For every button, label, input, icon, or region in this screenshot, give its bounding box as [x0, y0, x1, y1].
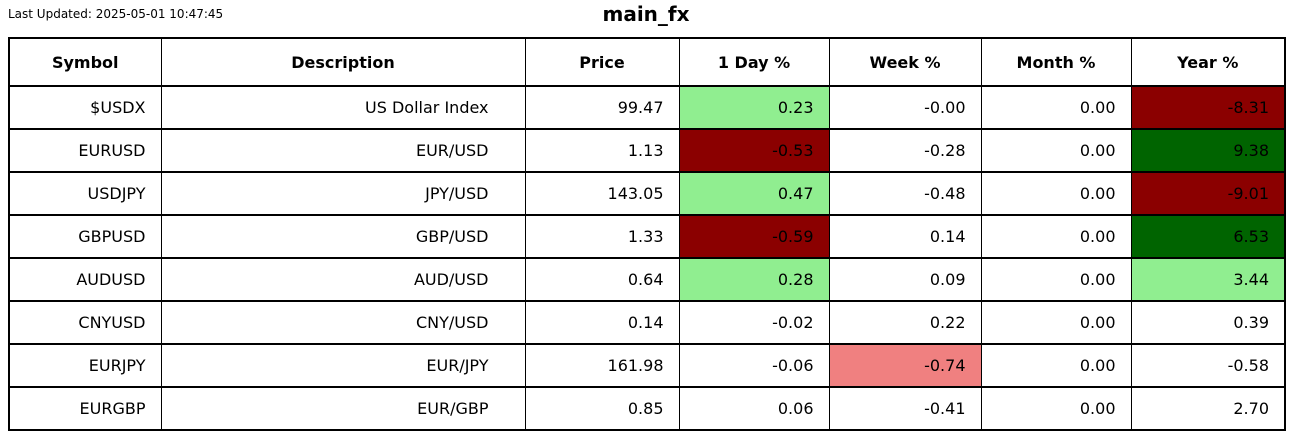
cell-month-pct: 0.00: [980, 300, 1132, 345]
cell-symbol: CNYUSD: [8, 300, 162, 345]
column-header-year: Year %: [1130, 37, 1286, 87]
cell-description: US Dollar Index: [160, 85, 526, 130]
cell-symbol: EURJPY: [8, 343, 162, 388]
cell-month-pct: 0.00: [980, 85, 1132, 130]
cell-description: AUD/USD: [160, 257, 526, 302]
header-row: Symbol Description Price 1 Day % Week % …: [8, 37, 1286, 87]
cell-1day-pct: -0.06: [678, 343, 830, 388]
cell-week-pct: -0.41: [828, 386, 982, 431]
cell-month-pct: 0.00: [980, 257, 1132, 302]
table-row: AUDUSD AUD/USD 0.64 0.28 0.09 0.00 3.44: [8, 257, 1286, 302]
cell-week-pct: -0.28: [828, 128, 982, 173]
cell-symbol: EURUSD: [8, 128, 162, 173]
cell-week-pct: 0.14: [828, 214, 982, 259]
cell-symbol: $USDX: [8, 85, 162, 130]
cell-1day-pct: -0.02: [678, 300, 830, 345]
column-header-price: Price: [524, 37, 680, 87]
cell-price: 1.33: [524, 214, 680, 259]
table-row: USDJPY JPY/USD 143.05 0.47 -0.48 0.00 -9…: [8, 171, 1286, 216]
table-row: $USDX US Dollar Index 99.47 0.23 -0.00 0…: [8, 85, 1286, 130]
page-title: main_fx: [602, 2, 690, 26]
table-row: CNYUSD CNY/USD 0.14 -0.02 0.22 0.00 0.39: [8, 300, 1286, 345]
cell-week-pct: -0.74: [828, 343, 982, 388]
cell-year-pct: 0.39: [1130, 300, 1286, 345]
cell-description: CNY/USD: [160, 300, 526, 345]
cell-year-pct: 9.38: [1130, 128, 1286, 173]
cell-1day-pct: -0.53: [678, 128, 830, 173]
cell-description: EUR/USD: [160, 128, 526, 173]
cell-description: EUR/GBP: [160, 386, 526, 431]
table-row: GBPUSD GBP/USD 1.33 -0.59 0.14 0.00 6.53: [8, 214, 1286, 259]
cell-price: 0.85: [524, 386, 680, 431]
cell-price: 1.13: [524, 128, 680, 173]
cell-price: 143.05: [524, 171, 680, 216]
cell-month-pct: 0.00: [980, 343, 1132, 388]
cell-symbol: EURGBP: [8, 386, 162, 431]
cell-month-pct: 0.00: [980, 128, 1132, 173]
cell-description: JPY/USD: [160, 171, 526, 216]
column-header-week: Week %: [828, 37, 982, 87]
cell-description: GBP/USD: [160, 214, 526, 259]
cell-month-pct: 0.00: [980, 386, 1132, 431]
cell-1day-pct: 0.06: [678, 386, 830, 431]
column-header-month: Month %: [980, 37, 1132, 87]
cell-price: 161.98: [524, 343, 680, 388]
column-header-1day: 1 Day %: [678, 37, 830, 87]
cell-week-pct: 0.22: [828, 300, 982, 345]
cell-price: 0.14: [524, 300, 680, 345]
cell-month-pct: 0.00: [980, 214, 1132, 259]
column-header-symbol: Symbol: [8, 37, 162, 87]
cell-week-pct: -0.48: [828, 171, 982, 216]
table-row: EURUSD EUR/USD 1.13 -0.53 -0.28 0.00 9.3…: [8, 128, 1286, 173]
last-updated-text: Last Updated: 2025-05-01 10:47:45: [8, 7, 224, 21]
cell-price: 99.47: [524, 85, 680, 130]
cell-1day-pct: -0.59: [678, 214, 830, 259]
table-row: EURGBP EUR/GBP 0.85 0.06 -0.41 0.00 2.70: [8, 386, 1286, 431]
cell-symbol: USDJPY: [8, 171, 162, 216]
fx-table: Symbol Description Price 1 Day % Week % …: [8, 37, 1286, 431]
cell-symbol: AUDUSD: [8, 257, 162, 302]
table-row: EURJPY EUR/JPY 161.98 -0.06 -0.74 0.00 -…: [8, 343, 1286, 388]
cell-year-pct: -8.31: [1130, 85, 1286, 130]
cell-description: EUR/JPY: [160, 343, 526, 388]
cell-week-pct: -0.00: [828, 85, 982, 130]
cell-price: 0.64: [524, 257, 680, 302]
cell-year-pct: 6.53: [1130, 214, 1286, 259]
cell-symbol: GBPUSD: [8, 214, 162, 259]
cell-year-pct: -9.01: [1130, 171, 1286, 216]
cell-year-pct: 3.44: [1130, 257, 1286, 302]
column-header-description: Description: [160, 37, 526, 87]
cell-1day-pct: 0.28: [678, 257, 830, 302]
cell-year-pct: 2.70: [1130, 386, 1286, 431]
cell-week-pct: 0.09: [828, 257, 982, 302]
cell-1day-pct: 0.47: [678, 171, 830, 216]
cell-month-pct: 0.00: [980, 171, 1132, 216]
cell-year-pct: -0.58: [1130, 343, 1286, 388]
cell-1day-pct: 0.23: [678, 85, 830, 130]
top-bar: Last Updated: 2025-05-01 10:47:45 main_f…: [0, 0, 1292, 36]
